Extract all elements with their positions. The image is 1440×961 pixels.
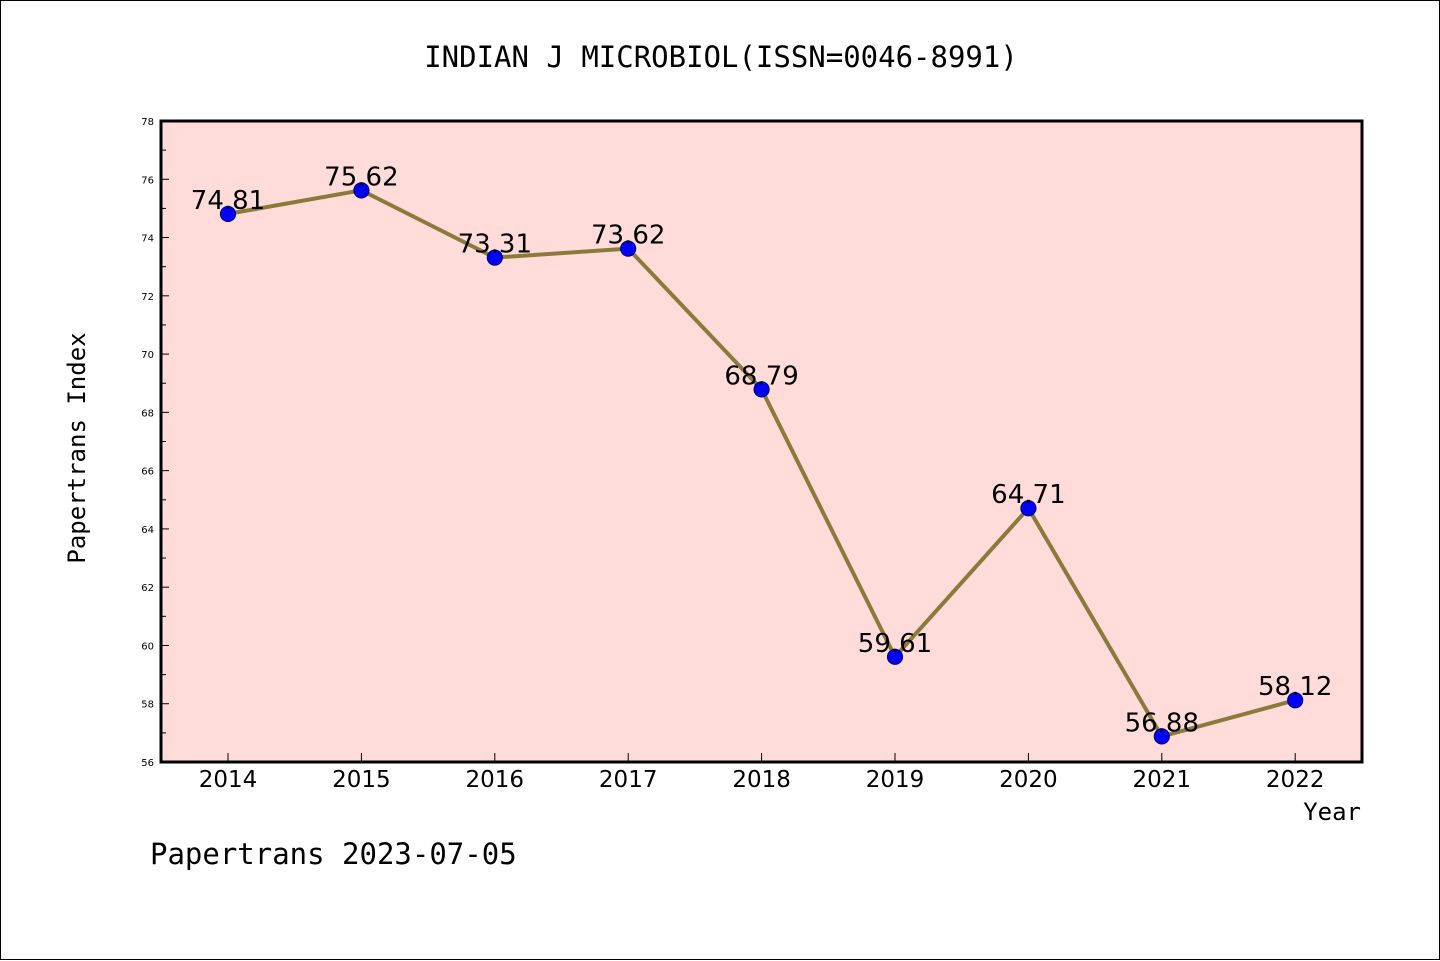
x-tick-label: 2014 (199, 767, 258, 793)
y-tick-label: 56 (141, 758, 154, 769)
x-tick-label: 2021 (1133, 767, 1192, 793)
y-tick-label: 78 (141, 117, 154, 128)
y-tick-label: 74 (141, 234, 154, 245)
x-tick-label: 2015 (332, 767, 391, 793)
y-axis-label: Papertrans Index (63, 332, 91, 563)
data-label: 74.81 (191, 186, 265, 216)
y-tick-label: 68 (141, 408, 154, 419)
data-markers (219, 182, 1304, 745)
data-label: 59.61 (858, 629, 932, 659)
x-tick-label: 2022 (1266, 767, 1325, 793)
y-tick-label: 70 (141, 350, 154, 361)
y-tick-label: 62 (141, 583, 154, 594)
x-tick-label: 2020 (999, 767, 1058, 793)
x-axis-ticks: 2014 2015 2016 2017 2018 2019 2020 2021 2022 (199, 753, 1325, 793)
data-point (353, 182, 370, 199)
x-tick-label: 2016 (466, 767, 525, 793)
data-point (1153, 728, 1170, 745)
y-tick-label: 60 (141, 641, 154, 652)
x-tick-label: 2017 (599, 767, 658, 793)
data-label: 56.88 (1125, 708, 1199, 738)
data-labels: 74.81 75.62 73.31 73.62 68.79 59.61 64.71 56.88… (191, 162, 1333, 738)
plot-frame (159, 119, 1364, 764)
data-label: 64.71 (991, 480, 1065, 510)
data-point (1020, 500, 1037, 517)
data-label: 75.62 (324, 162, 398, 192)
data-point (1287, 692, 1304, 709)
data-label: 68.79 (724, 361, 798, 391)
plot-area (161, 121, 1362, 762)
y-tick-label: 72 (141, 292, 154, 303)
x-axis-label: Year (1303, 798, 1361, 826)
data-point (753, 381, 770, 398)
y-tick-label: 64 (141, 525, 154, 536)
data-label: 73.31 (458, 230, 532, 260)
footer-text: Papertrans 2023-07-05 (150, 837, 517, 871)
data-label: 58.12 (1258, 672, 1332, 702)
y-tick-label: 66 (141, 467, 154, 478)
y-tick-label: 58 (141, 700, 154, 711)
data-point (886, 648, 904, 665)
y-tick-label: 76 (141, 175, 154, 186)
data-label: 73.62 (591, 221, 665, 251)
data-point (620, 240, 637, 257)
x-tick-label: 2018 (732, 767, 791, 793)
chart-title: INDIAN J MICROBIOL(ISSN=0046-8991) (424, 40, 1018, 74)
data-point (486, 249, 503, 266)
x-tick-label: 2019 (866, 767, 925, 793)
y-axis-ticks: 56 58 60 62 64 66 68 70 72 74 76 78 (141, 117, 169, 769)
data-point (219, 205, 237, 223)
